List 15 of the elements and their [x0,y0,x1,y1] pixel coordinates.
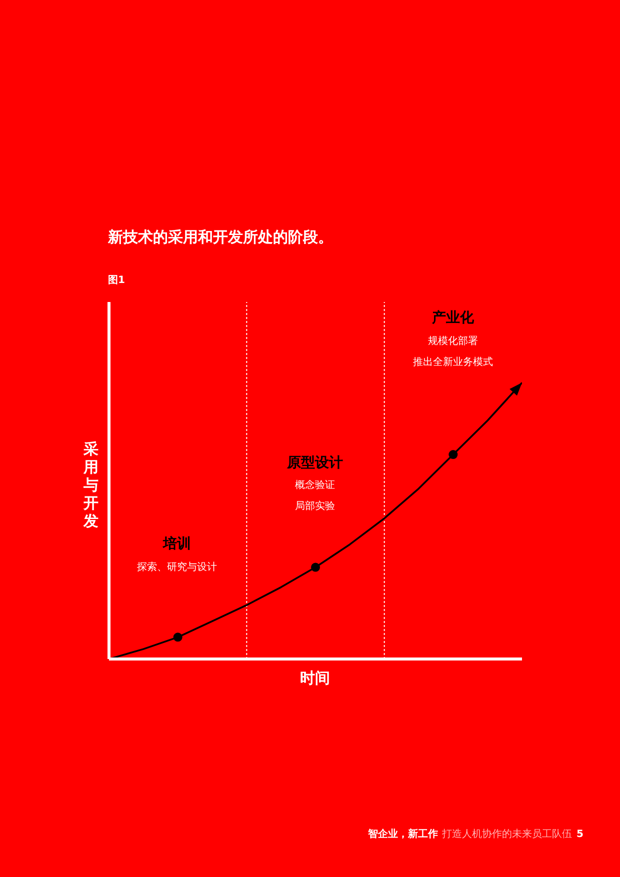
text: 产业化 [431,309,475,326]
y-axis-title: 采用与开发 [82,440,100,530]
annotation: 概念验证 [295,479,335,491]
annotation: 局部实验 [295,500,335,512]
annotation: 培训 [162,535,191,552]
chart-subtitle: 图1 [108,274,125,287]
annotation: 探索、研究与设计 [137,561,217,573]
text: 打造人机协作的未来员工队伍 [441,828,572,840]
text: 推出全新业务模式 [413,356,493,368]
text: 规模化部署 [428,335,478,347]
x-axis-title: 时间 [299,669,331,688]
text: 智企业，新工作 [367,828,438,840]
chart-title: 新技术的采用和开发所处的阶段。 [108,228,333,247]
annotation: 原型设计 [286,455,343,471]
text: 5 [576,829,584,840]
